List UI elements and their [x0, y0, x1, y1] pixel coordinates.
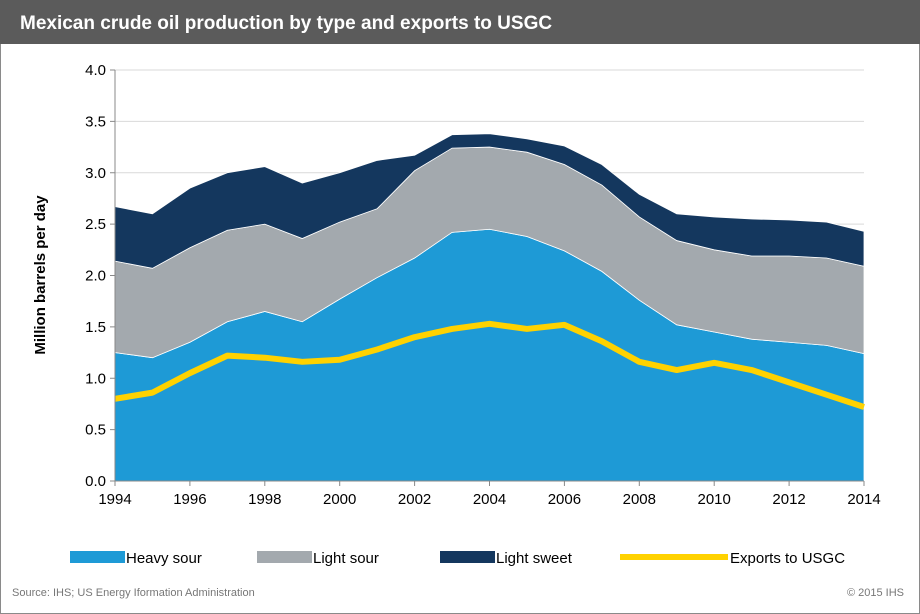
- y-tick-label: 2.5: [85, 216, 106, 233]
- legend-label: Light sweet: [496, 550, 573, 567]
- chart-title: Mexican crude oil production by type and…: [20, 13, 552, 34]
- y-tick-label: 3.0: [85, 165, 106, 182]
- x-tick-label: 1994: [98, 491, 131, 508]
- y-tick-label: 3.5: [85, 113, 106, 130]
- legend-swatch: [440, 551, 495, 563]
- x-tick-label: 1996: [173, 491, 206, 508]
- x-tick-label: 2006: [548, 491, 581, 508]
- legend-swatch: [257, 551, 312, 563]
- legend-swatch: [70, 551, 125, 563]
- x-tick-label: 2014: [847, 491, 880, 508]
- title-bar: [0, 0, 920, 44]
- x-tick-label: 2010: [698, 491, 731, 508]
- legend-label: Light sour: [313, 550, 379, 567]
- legend-label: Heavy sour: [126, 550, 202, 567]
- y-tick-label: 1.5: [85, 319, 106, 336]
- x-tick-label: 2012: [772, 491, 805, 508]
- x-tick-label: 2000: [323, 491, 356, 508]
- y-tick-label: 0.5: [85, 422, 106, 439]
- source: Source: IHS; US Energy Iformation Admini…: [12, 587, 255, 599]
- y-tick-label: 1.0: [85, 370, 106, 387]
- copyright: © 2015 IHS: [847, 587, 904, 599]
- x-tick-label: 2004: [473, 491, 506, 508]
- x-tick-label: 2008: [623, 491, 656, 508]
- y-tick-label: 0.0: [85, 473, 106, 490]
- line: [114, 320, 865, 410]
- legend-label: Exports to USGC: [730, 550, 845, 567]
- y-tick-label: 4.0: [85, 62, 106, 79]
- area: [114, 133, 865, 269]
- y-tick-label: 2.0: [85, 268, 106, 285]
- x-tick-label: 2002: [398, 491, 431, 508]
- y-axis-label: Million barrels per day: [32, 195, 49, 355]
- x-tick-label: 1998: [248, 491, 281, 508]
